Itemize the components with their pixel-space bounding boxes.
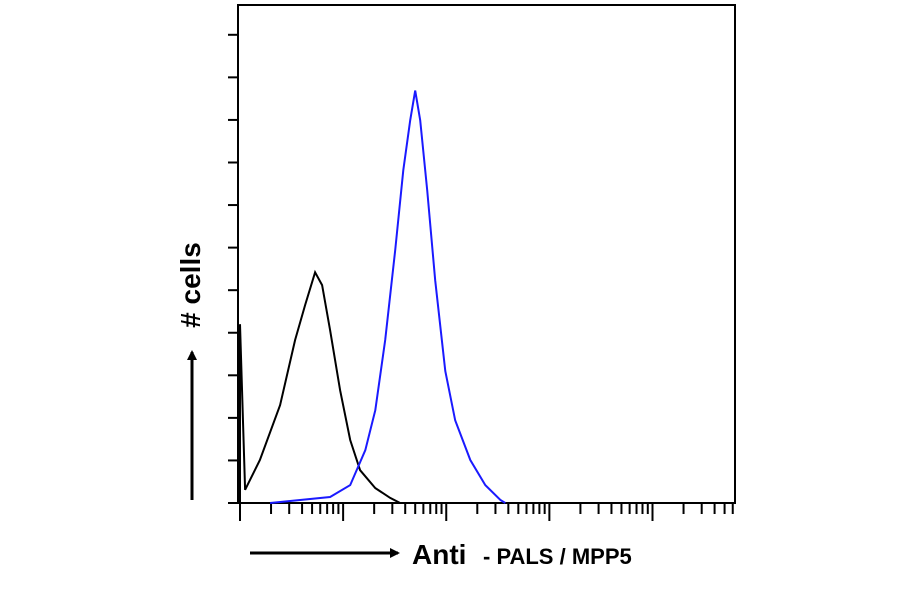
plot-frame xyxy=(237,4,736,504)
histogram-line xyxy=(270,90,506,504)
x-axis-label-suffix: - PALS / MPP5 xyxy=(483,544,632,569)
histogram-line xyxy=(239,269,401,504)
x-axis-label: Anti xyxy=(412,539,466,570)
y-axis-label: # cells xyxy=(175,242,206,328)
